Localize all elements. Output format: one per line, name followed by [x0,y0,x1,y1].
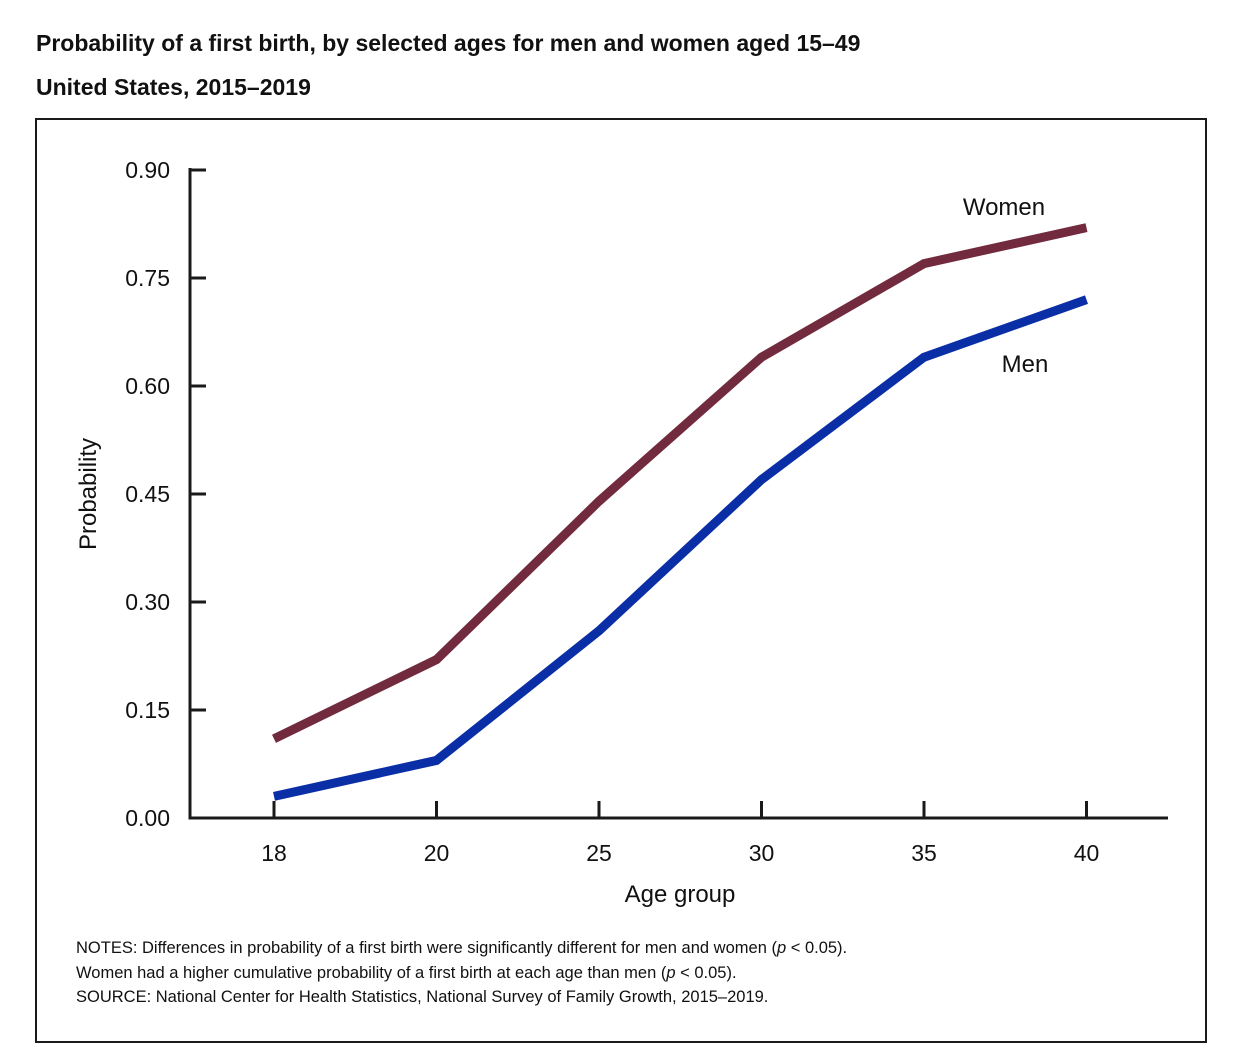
y-tick-label: 0.75 [125,265,170,291]
notes-line-2-p: p [666,963,676,982]
x-tick-label: 20 [424,840,450,866]
notes-line-1-p: p [776,939,787,957]
chart-subtitle: United States, 2015–2019 [36,74,311,100]
notes-line-2-text: Women had a higher cumulative probabilit… [76,963,667,982]
x-axis-title: Age group [625,881,736,908]
notes-line-2: Women had a higher cumulative probabilit… [76,961,847,986]
chart-frame [35,118,1207,1043]
notes-line-2-suffix: < 0.05). [675,963,737,982]
notes-line-1-suffix: < 0.05). [786,939,848,957]
y-tick-label: 0.60 [125,373,170,399]
y-tick-label: 0.90 [125,157,170,183]
series-label-men: Men [1002,351,1049,378]
x-tick-label: 40 [1074,840,1100,866]
series-line-women [272,223,1088,743]
x-tick-label: 25 [586,840,612,866]
x-tick-label: 35 [911,840,937,866]
y-tick-label: 0.15 [125,697,170,723]
series-line-men [273,295,1089,801]
y-axis-title: Probability [75,438,102,550]
y-tick-label: 0.45 [125,481,170,507]
notes-line-1-text: NOTES: Differences in probability of a f… [76,939,777,957]
y-tick-label: 0.30 [125,589,170,615]
series-label-women: Women [963,194,1045,221]
notes-source: SOURCE: National Center for Health Stati… [76,988,769,1006]
chart-notes: NOTES: Differences in probability of a f… [76,936,847,1010]
x-tick-label: 18 [261,840,287,866]
x-tick-label: 30 [749,840,775,866]
chart-title: Probability of a first birth, by selecte… [36,30,861,56]
notes-line-1: NOTES: Differences in probability of a f… [76,936,847,961]
y-tick-label: 0.00 [125,805,170,831]
